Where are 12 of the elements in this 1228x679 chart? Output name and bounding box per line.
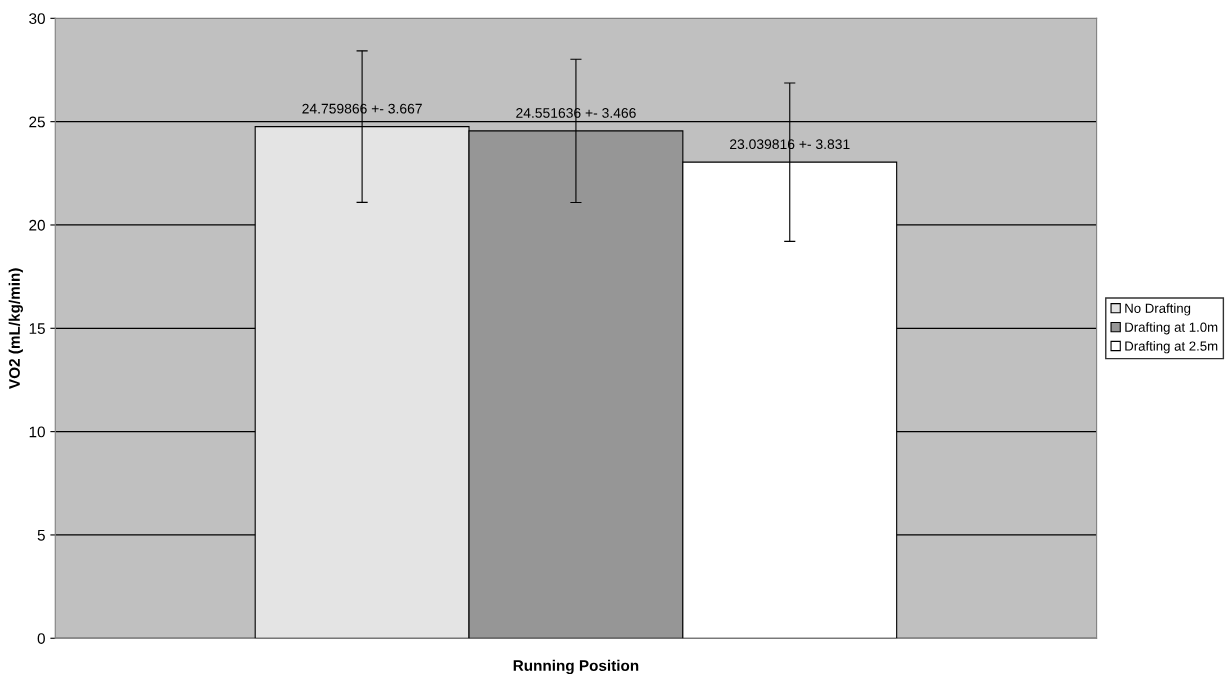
legend-label: No Drafting	[1125, 303, 1191, 316]
y-tick-label: 25	[29, 116, 45, 128]
x-axis-title: Running Position	[513, 659, 639, 675]
y-tick-label: 0	[37, 633, 45, 644]
y-tick-label: 20	[29, 219, 45, 231]
y-tick-label: 15	[29, 323, 45, 334]
legend-label: Drafting at 1.0m	[1125, 322, 1218, 335]
y-tick-label: 10	[29, 426, 45, 438]
y-tick-label: 5	[37, 529, 45, 541]
y-tick-label: 30	[29, 13, 45, 25]
legend-label: Drafting at 2.5m	[1125, 341, 1218, 354]
y-axis-title: VO2 (mL/kg/min)	[8, 268, 23, 389]
